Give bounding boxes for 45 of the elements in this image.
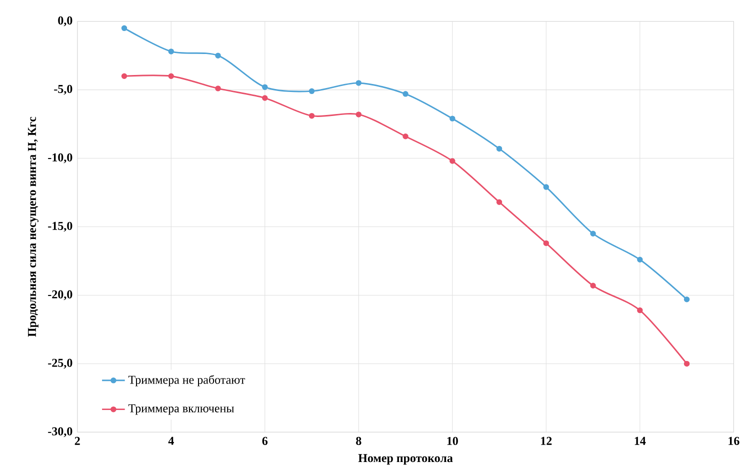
x-tick-label: 8 xyxy=(356,437,362,446)
point xyxy=(684,296,690,302)
point xyxy=(356,80,362,86)
x-axis-title: Номер протокола xyxy=(358,454,453,465)
x-tick-label: 10 xyxy=(447,437,458,446)
y-tick-label: -20,0 xyxy=(48,290,72,300)
x-tick-label: 4 xyxy=(168,437,174,446)
point xyxy=(637,308,643,314)
point xyxy=(308,113,315,119)
y-tick-label: -25,0 xyxy=(48,359,72,369)
x-tick-label: 2 xyxy=(74,437,80,446)
x-tick-label: 16 xyxy=(728,437,740,446)
x-tick-label: 14 xyxy=(634,437,646,446)
point xyxy=(590,230,596,237)
point xyxy=(262,95,268,102)
legend-label: Триммера не работают xyxy=(128,375,246,387)
point xyxy=(543,184,550,190)
y-tick-label: -5,0 xyxy=(54,85,72,95)
point xyxy=(496,146,502,152)
y-tick-label: -15,0 xyxy=(48,222,72,232)
point xyxy=(168,48,174,55)
y-axis-title: Продольная сила несущего винта Н, Кгс xyxy=(28,117,38,337)
point xyxy=(450,116,456,122)
point xyxy=(402,91,408,98)
y-tick-label: 0,0 xyxy=(58,16,72,26)
point xyxy=(121,26,128,32)
point xyxy=(543,240,550,246)
point xyxy=(496,199,502,206)
point xyxy=(121,73,128,80)
point xyxy=(262,84,268,90)
y-tick-label: -10,0 xyxy=(48,154,72,164)
point xyxy=(356,112,362,118)
point xyxy=(215,86,221,92)
x-tick-label: 12 xyxy=(541,437,552,446)
point xyxy=(637,256,643,263)
point xyxy=(590,283,596,289)
y-tick-label: -30,0 xyxy=(48,427,72,438)
point xyxy=(308,88,315,94)
legend-label: Триммера включены xyxy=(128,404,234,416)
point xyxy=(402,134,408,140)
point xyxy=(168,73,174,80)
point xyxy=(215,52,221,59)
point xyxy=(684,361,690,367)
point xyxy=(450,158,456,164)
x-tick-label: 6 xyxy=(262,437,268,446)
